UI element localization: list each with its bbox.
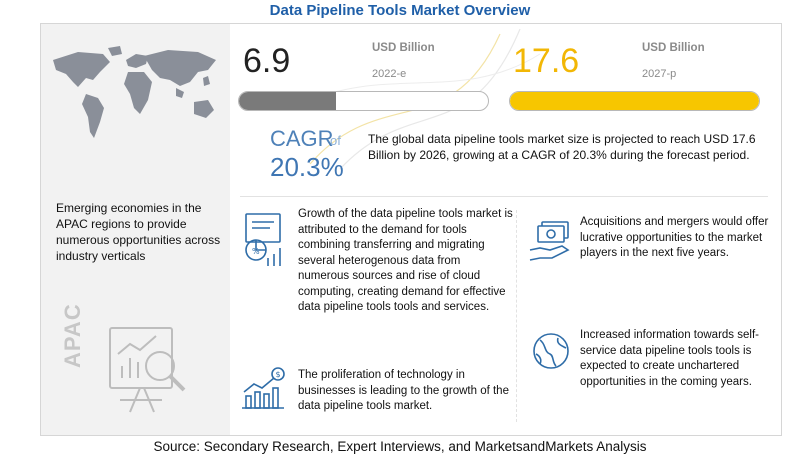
current-market-year: 2022-e — [372, 68, 407, 80]
analytics-chart-icon: % — [245, 213, 281, 266]
projected-market-bar-fill — [510, 92, 759, 110]
point-self-service: Increased information towards self-servi… — [580, 329, 759, 388]
current-market-bar-fill — [239, 92, 337, 110]
cagr-value: 20.3% — [270, 152, 344, 182]
apac-region-label: APAC — [60, 303, 85, 368]
globe-icon — [533, 333, 569, 369]
projected-market-value: 17.6 — [513, 42, 580, 80]
current-market-bar — [238, 91, 489, 111]
divider-horizontal — [240, 196, 768, 197]
projected-market-unit: USD Billion — [642, 42, 705, 54]
page-title: Data Pipeline Tools Market Overview — [269, 2, 531, 19]
point-technology-proliferation: The proliferation of technology in busin… — [298, 369, 509, 412]
world-map-icon — [53, 46, 216, 138]
point-acquisitions: Acquisitions and mergers would offer luc… — [580, 216, 769, 259]
money-hand-icon — [529, 221, 570, 261]
cagr-of: of — [330, 133, 341, 148]
projected-market-year: 2027-p — [642, 68, 677, 80]
current-market-unit: USD Billion — [372, 42, 435, 54]
magnifier-chart-icon — [109, 327, 186, 413]
market-summary: The global data pipeline tools market si… — [368, 132, 756, 162]
point-cloud-growth: Growth of the data pipeline tools market… — [298, 208, 513, 313]
svg-text:$: $ — [276, 370, 281, 379]
projected-market-bar — [509, 91, 760, 111]
growth-chart-icon: $ — [242, 367, 285, 409]
apac-opportunity-text: Emerging economies in the APAC regions t… — [56, 201, 221, 263]
source-note: Source: Secondary Research, Expert Inter… — [153, 439, 647, 454]
svg-text:%: % — [252, 247, 260, 256]
divider-vertical — [516, 210, 517, 422]
current-market-value: 6.9 — [243, 42, 291, 80]
cagr-label: CAGR — [270, 126, 334, 151]
